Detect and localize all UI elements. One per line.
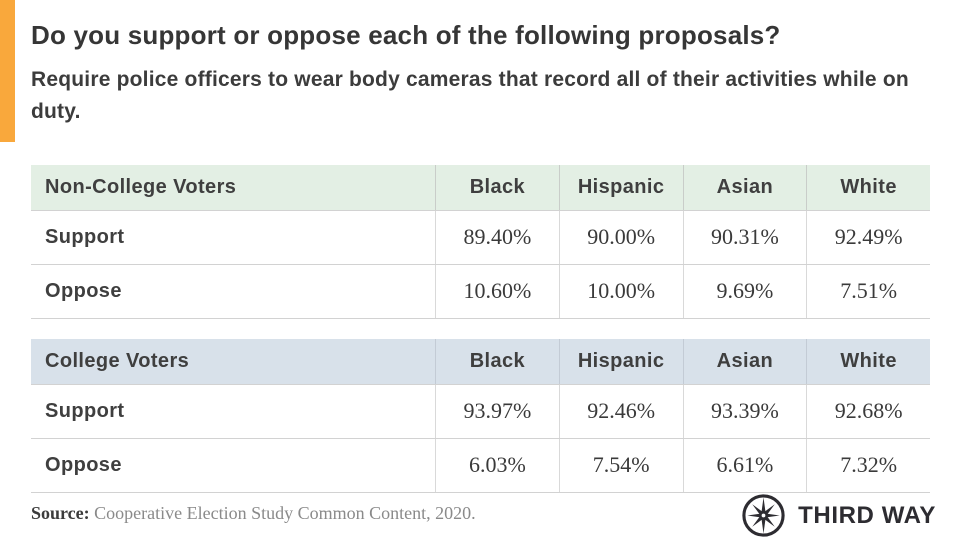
value-cell: 10.00% bbox=[558, 264, 683, 318]
column-header-hispanic: Hispanic bbox=[558, 164, 683, 210]
row-label: Support bbox=[45, 225, 125, 248]
source-text: Cooperative Election Study Common Conten… bbox=[94, 503, 476, 523]
tables-area: Non-College Voters Black Hispanic Asian … bbox=[31, 164, 960, 493]
value-cell: 90.31% bbox=[682, 210, 807, 264]
value-cell: 93.97% bbox=[435, 384, 559, 438]
logo-wordmark: THIRD WAY bbox=[798, 501, 936, 529]
column-header-asian: Asian bbox=[682, 164, 807, 210]
table-row-oppose: Oppose 10.60% 10.00% 9.69% 7.51% bbox=[31, 263, 930, 318]
value-cell: 93.39% bbox=[682, 384, 807, 438]
group-header-row: College Voters Black Hispanic Asian Whit… bbox=[31, 338, 930, 384]
row-label: Oppose bbox=[45, 453, 122, 476]
column-header-asian: Asian bbox=[682, 338, 807, 384]
value-cell: 90.00% bbox=[558, 210, 683, 264]
value-cell: 7.54% bbox=[558, 438, 683, 492]
column-header-black: Black bbox=[435, 164, 559, 210]
group-label: College Voters bbox=[45, 349, 190, 372]
table-row-support: Support 93.97% 92.46% 93.39% 92.68% bbox=[31, 383, 930, 438]
value-cell: 6.61% bbox=[682, 438, 807, 492]
value-cell: 92.46% bbox=[558, 384, 683, 438]
accent-bar bbox=[0, 0, 15, 142]
column-header-black: Black bbox=[435, 338, 559, 384]
source-label: Source: bbox=[31, 503, 90, 523]
page-subtitle: Require police officers to wear body cam… bbox=[31, 68, 909, 123]
thirdway-logo: THIRD WAY bbox=[740, 492, 936, 539]
group-label: Non-College Voters bbox=[45, 175, 237, 198]
source-note: Source: Cooperative Election Study Commo… bbox=[31, 503, 476, 524]
table-row-support: Support 89.40% 90.00% 90.31% 92.49% bbox=[31, 209, 930, 264]
table-college-voters: College Voters Black Hispanic Asian Whit… bbox=[31, 338, 930, 493]
title-block: Do you support or oppose each of the fol… bbox=[0, 0, 960, 128]
table-row-oppose: Oppose 6.03% 7.54% 6.61% 7.32% bbox=[31, 437, 930, 492]
column-header-white: White bbox=[806, 164, 930, 210]
column-header-white: White bbox=[806, 338, 930, 384]
table-non-college-voters: Non-College Voters Black Hispanic Asian … bbox=[31, 164, 930, 319]
row-label: Oppose bbox=[45, 279, 122, 302]
value-cell: 6.03% bbox=[435, 438, 559, 492]
compass-star-icon bbox=[740, 492, 787, 539]
value-cell: 92.68% bbox=[806, 384, 930, 438]
value-cell: 92.49% bbox=[806, 210, 930, 264]
group-header-row: Non-College Voters Black Hispanic Asian … bbox=[31, 164, 930, 210]
value-cell: 10.60% bbox=[435, 264, 559, 318]
value-cell: 89.40% bbox=[435, 210, 559, 264]
value-cell: 9.69% bbox=[682, 264, 807, 318]
column-header-hispanic: Hispanic bbox=[558, 338, 683, 384]
row-label: Support bbox=[45, 399, 125, 422]
value-cell: 7.51% bbox=[806, 264, 930, 318]
page-title: Do you support or oppose each of the fol… bbox=[31, 20, 781, 50]
value-cell: 7.32% bbox=[806, 438, 930, 492]
